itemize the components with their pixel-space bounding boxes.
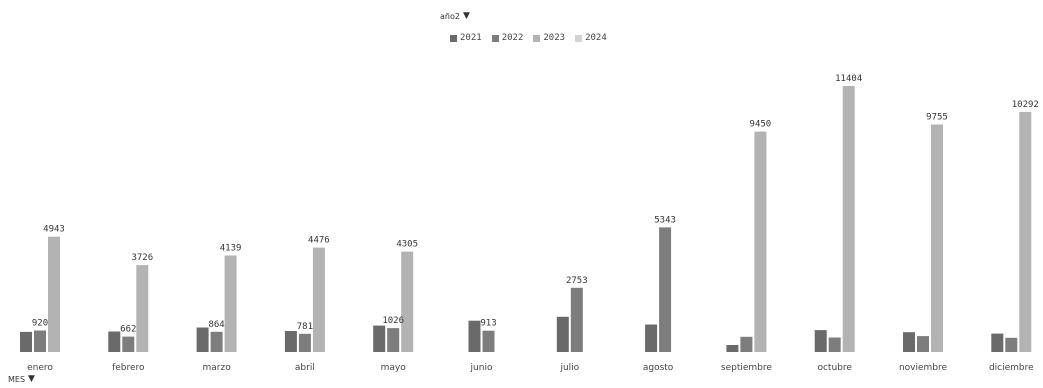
category-field-button[interactable]: MES ▼ xyxy=(8,374,35,384)
category-field-label: MES xyxy=(8,374,26,384)
data-label: 4476 xyxy=(308,236,330,246)
bar-abril-2023 xyxy=(312,247,325,352)
bar-agosto-2021 xyxy=(645,324,658,352)
bar-enero-2023 xyxy=(48,236,60,352)
bar-noviembre-2021 xyxy=(903,332,915,352)
legend-item-2021: 2021 xyxy=(450,33,482,43)
dropdown-arrow-icon: ▼ xyxy=(462,11,470,21)
data-label: 10292 xyxy=(1012,100,1039,110)
legend-swatch xyxy=(575,34,583,42)
bar-diciembre-2023 xyxy=(1019,111,1032,353)
legend-item-2022: 2022 xyxy=(491,33,524,43)
x-tick-label: diciembre xyxy=(989,363,1034,373)
bar-septiembre-2021 xyxy=(726,345,739,352)
chart-legend: 2021 2022 2023 2024 xyxy=(450,33,607,43)
data-label: 913 xyxy=(480,319,496,329)
x-tick-label: noviembre xyxy=(899,363,948,373)
bar-junio-2021 xyxy=(468,320,481,352)
data-label: 4943 xyxy=(43,225,65,235)
bar-octubre-2023 xyxy=(842,86,855,352)
legend-swatch xyxy=(491,34,499,42)
x-tick-label: abril xyxy=(295,363,315,373)
series-field-label: año2 xyxy=(440,11,460,21)
data-label: 920 xyxy=(32,319,48,329)
bar-noviembre-2023 xyxy=(931,124,943,352)
x-tick-label: julio xyxy=(559,363,579,373)
bar-febrero-2022 xyxy=(122,336,135,352)
legend-label: 2023 xyxy=(543,33,566,43)
x-tick-label: marzo xyxy=(202,363,231,373)
data-label: 2753 xyxy=(566,276,588,286)
x-tick-label: agosto xyxy=(643,363,674,373)
data-label: 9450 xyxy=(750,120,772,130)
bar-abril-2022 xyxy=(298,333,311,352)
bar-abril-2021 xyxy=(284,331,297,352)
x-tick-label: mayo xyxy=(381,363,407,373)
bar-marzo-2021 xyxy=(196,327,209,352)
data-label: 4139 xyxy=(220,244,242,254)
legend-label: 2021 xyxy=(460,33,482,43)
bar-enero-2021 xyxy=(20,331,32,352)
bar-marzo-2023 xyxy=(224,255,237,352)
bar-noviembre-2022 xyxy=(917,336,929,352)
data-label: 864 xyxy=(208,320,224,330)
legend-item-2024: 2024 xyxy=(575,33,607,43)
bar-octubre-2021 xyxy=(814,330,827,352)
bar-octubre-2022 xyxy=(828,337,841,352)
bar-septiembre-2022 xyxy=(740,336,753,352)
bar-febrero-2021 xyxy=(108,331,121,352)
data-label: 4305 xyxy=(396,240,418,250)
data-label: 11404 xyxy=(835,74,862,84)
legend-label: 2024 xyxy=(585,33,607,43)
bar-diciembre-2022 xyxy=(1005,337,1018,352)
bar-febrero-2023 xyxy=(136,265,149,352)
x-tick-label: octubre xyxy=(817,363,852,373)
data-label: 9755 xyxy=(926,113,948,123)
bar-mayo-2021 xyxy=(373,325,386,352)
data-label: 781 xyxy=(297,322,313,332)
legend-item-2023: 2023 xyxy=(533,33,565,43)
bar-septiembre-2023 xyxy=(754,131,767,352)
legend-swatch xyxy=(450,34,457,42)
legend-swatch xyxy=(533,34,541,42)
series-field-button[interactable]: año2 ▼ xyxy=(440,11,470,21)
x-tick-label: enero xyxy=(27,363,53,373)
data-label: 1026 xyxy=(382,316,404,326)
bar-agosto-2022 xyxy=(659,227,672,352)
bar-diciembre-2021 xyxy=(991,333,1004,352)
x-tick-label: junio xyxy=(470,363,493,373)
bar-julio-2021 xyxy=(556,316,569,352)
legend-label: 2022 xyxy=(501,33,524,43)
bar-mayo-2022 xyxy=(387,328,400,352)
bar-junio-2022 xyxy=(482,330,495,352)
bar-julio-2022 xyxy=(570,287,583,352)
bar-enero-2022 xyxy=(34,330,46,352)
data-label: 3726 xyxy=(131,253,153,263)
bar-mayo-2023 xyxy=(401,251,414,352)
bar-marzo-2022 xyxy=(210,331,223,352)
dropdown-arrow-icon: ▼ xyxy=(28,374,35,384)
x-tick-label: septiembre xyxy=(721,363,772,373)
x-tick-label: febrero xyxy=(112,363,145,373)
data-label: 662 xyxy=(120,325,136,335)
data-label: 5343 xyxy=(654,215,676,225)
